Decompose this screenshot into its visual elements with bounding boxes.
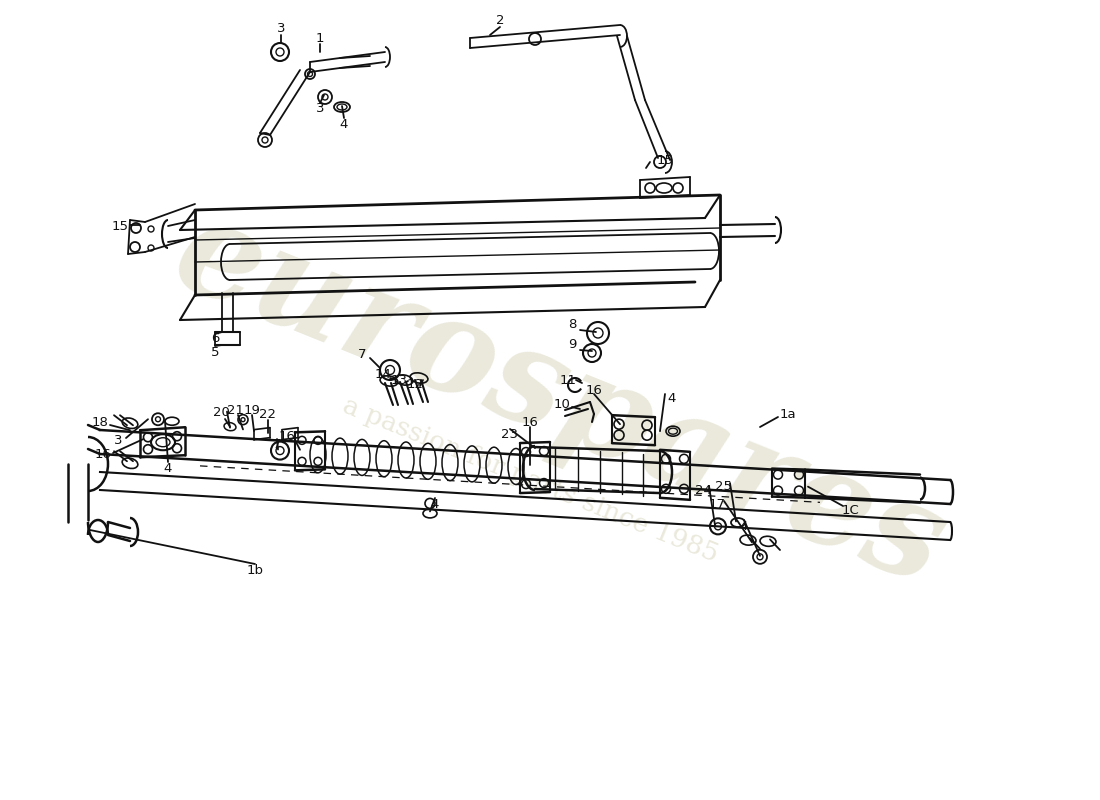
- Text: 4: 4: [740, 519, 748, 533]
- Text: 8: 8: [568, 318, 576, 331]
- Text: eurospares: eurospares: [157, 187, 964, 613]
- Text: 16: 16: [585, 383, 603, 397]
- Text: 18: 18: [91, 415, 109, 429]
- Text: 23: 23: [502, 429, 518, 442]
- Text: 22: 22: [260, 409, 276, 422]
- Text: 11: 11: [560, 374, 576, 386]
- Text: 3: 3: [316, 102, 324, 115]
- Text: 21: 21: [227, 403, 243, 417]
- Text: 3: 3: [277, 22, 285, 35]
- Text: 17: 17: [708, 498, 726, 511]
- Text: 9: 9: [568, 338, 576, 351]
- Text: 2: 2: [496, 14, 504, 27]
- Text: 4: 4: [164, 462, 173, 474]
- Text: 5: 5: [211, 346, 219, 358]
- Text: 6: 6: [211, 333, 219, 346]
- Text: 16: 16: [95, 449, 111, 462]
- Text: 7: 7: [273, 438, 282, 451]
- Text: 1: 1: [316, 31, 324, 45]
- Text: 13: 13: [390, 374, 407, 386]
- Text: 16: 16: [521, 415, 538, 429]
- Text: 14: 14: [375, 369, 392, 382]
- Text: 1a: 1a: [780, 409, 796, 422]
- Text: 12: 12: [407, 378, 424, 390]
- Text: 15: 15: [111, 221, 129, 234]
- Text: 4: 4: [668, 391, 676, 405]
- Text: a passion for parts since 1985: a passion for parts since 1985: [339, 393, 722, 567]
- Text: 1C: 1C: [842, 503, 859, 517]
- Text: 1b: 1b: [246, 563, 264, 577]
- Text: 4: 4: [431, 498, 439, 510]
- Text: 20: 20: [212, 406, 230, 419]
- Text: 15: 15: [657, 154, 673, 166]
- Text: 25: 25: [715, 481, 732, 494]
- Text: 24: 24: [694, 483, 712, 497]
- Text: 4: 4: [340, 118, 349, 130]
- Text: 10: 10: [553, 398, 571, 411]
- Text: 16: 16: [278, 430, 296, 443]
- Text: 3: 3: [113, 434, 122, 446]
- Text: 7: 7: [358, 349, 366, 362]
- Text: 19: 19: [243, 403, 261, 417]
